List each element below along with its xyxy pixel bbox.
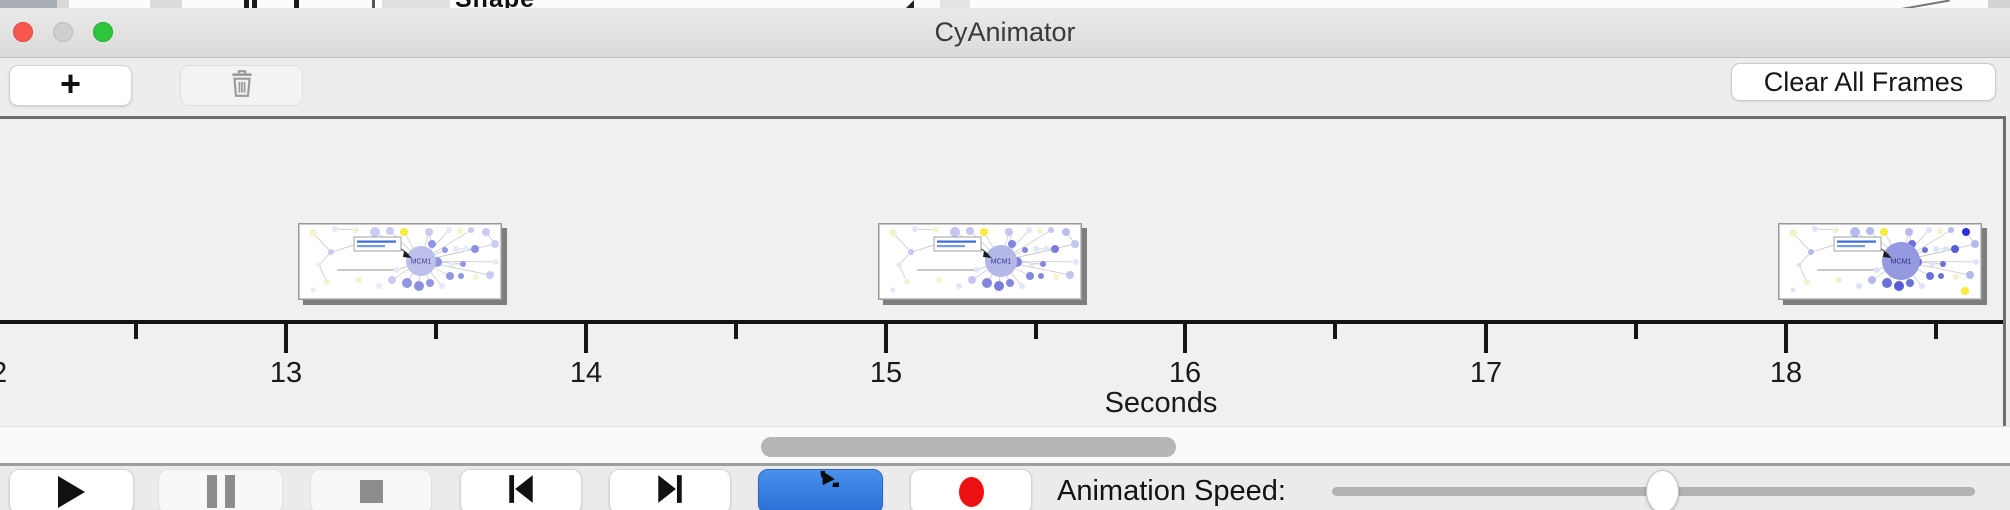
skip-to-end-button[interactable] [609,469,731,510]
background-fragment [244,0,249,8]
background-partial-text: Shape [455,0,535,8]
trash-icon [229,68,255,103]
play-button[interactable] [9,469,134,510]
background-fragment [150,0,182,8]
slider-knob[interactable] [1646,470,1680,510]
background-fragment [252,0,257,8]
cyanimator-window: CyAnimator + [0,8,2010,510]
titlebar: CyAnimator [0,8,2010,58]
tick-major [1484,324,1488,353]
background-fragment [372,0,375,8]
tick-label: 13 [269,357,303,389]
tick-minor [134,324,138,339]
svg-text:MCM1: MCM1 [991,259,1012,266]
tick-minor [1934,324,1938,339]
loop-button[interactable] [758,457,883,510]
timeline-panel[interactable]: MCM1 MCM1 MCM1 13 14 15 16 17 18 2 Seconds [0,116,2006,426]
close-button[interactable] [13,22,33,42]
stop-icon [359,480,383,503]
tick-minor [734,324,738,339]
add-frame-button[interactable]: + [9,65,132,106]
axis-unit-label: Seconds [1104,387,1218,419]
svg-text:MCM1: MCM1 [411,259,432,266]
skip-to-start-button[interactable] [460,469,582,510]
skip-to-start-icon [505,473,537,510]
skip-to-end-icon [654,473,686,510]
background-fragment [906,0,914,8]
background-fragment [0,0,57,8]
tick-major [284,324,288,353]
frame-thumbnail[interactable]: MCM1 [1778,223,1982,300]
frame-thumbnail[interactable]: MCM1 [298,223,502,300]
background-fragment [382,0,450,8]
tick-label: 18 [1769,357,1803,389]
clear-all-frames-button[interactable]: Clear All Frames [1731,63,1996,101]
tick-label: 16 [1168,357,1202,389]
plus-icon: + [59,62,82,104]
tick-label: 17 [1469,357,1503,389]
playback-controls: Animation Speed: [0,457,2010,510]
tick-label-partial: 2 [0,357,31,390]
frame-thumbnail[interactable]: MCM1 [878,223,1082,300]
play-icon [58,475,85,508]
tick-minor [1333,324,1337,339]
tick-label: 14 [569,357,603,389]
stop-button[interactable] [310,469,432,510]
timeline-scrollbar-track[interactable] [0,426,2010,463]
animation-speed-label: Animation Speed: [1057,475,1286,507]
tick-major [884,324,888,353]
tick-major [584,324,588,353]
traffic-lights [13,22,113,42]
network-preview-image: MCM1 [1779,224,1981,299]
background-window-strip: Shape [0,0,2010,8]
tick-minor [434,324,438,339]
record-icon [958,476,984,507]
loop-icon [803,457,850,510]
background-fragment [1898,0,1950,8]
network-preview-image: MCM1 [879,224,1081,299]
pause-button[interactable] [158,469,283,510]
delete-frame-button[interactable] [180,65,303,106]
background-fragment [940,0,970,8]
zoom-button[interactable] [93,22,113,42]
background-fragment [1988,0,2010,8]
network-preview-image: MCM1 [299,224,501,299]
minimize-button[interactable] [53,22,73,42]
svg-text:MCM1: MCM1 [1891,259,1912,266]
timeline-axis [0,320,2003,324]
tick-minor [1034,324,1038,339]
record-button[interactable] [910,469,1032,510]
tick-label: 15 [869,357,903,389]
tick-minor [1634,324,1638,339]
pause-icon [206,475,235,508]
background-fragment [57,0,69,8]
window-title: CyAnimator [934,17,1076,47]
tick-major [1784,324,1788,353]
scrollbar-thumb[interactable] [761,437,1176,457]
background-fragment [294,0,299,8]
tick-major [1183,324,1187,353]
animation-speed-slider[interactable] [1332,469,1975,510]
frame-toolbar: + Clear All Frames [0,58,2010,116]
